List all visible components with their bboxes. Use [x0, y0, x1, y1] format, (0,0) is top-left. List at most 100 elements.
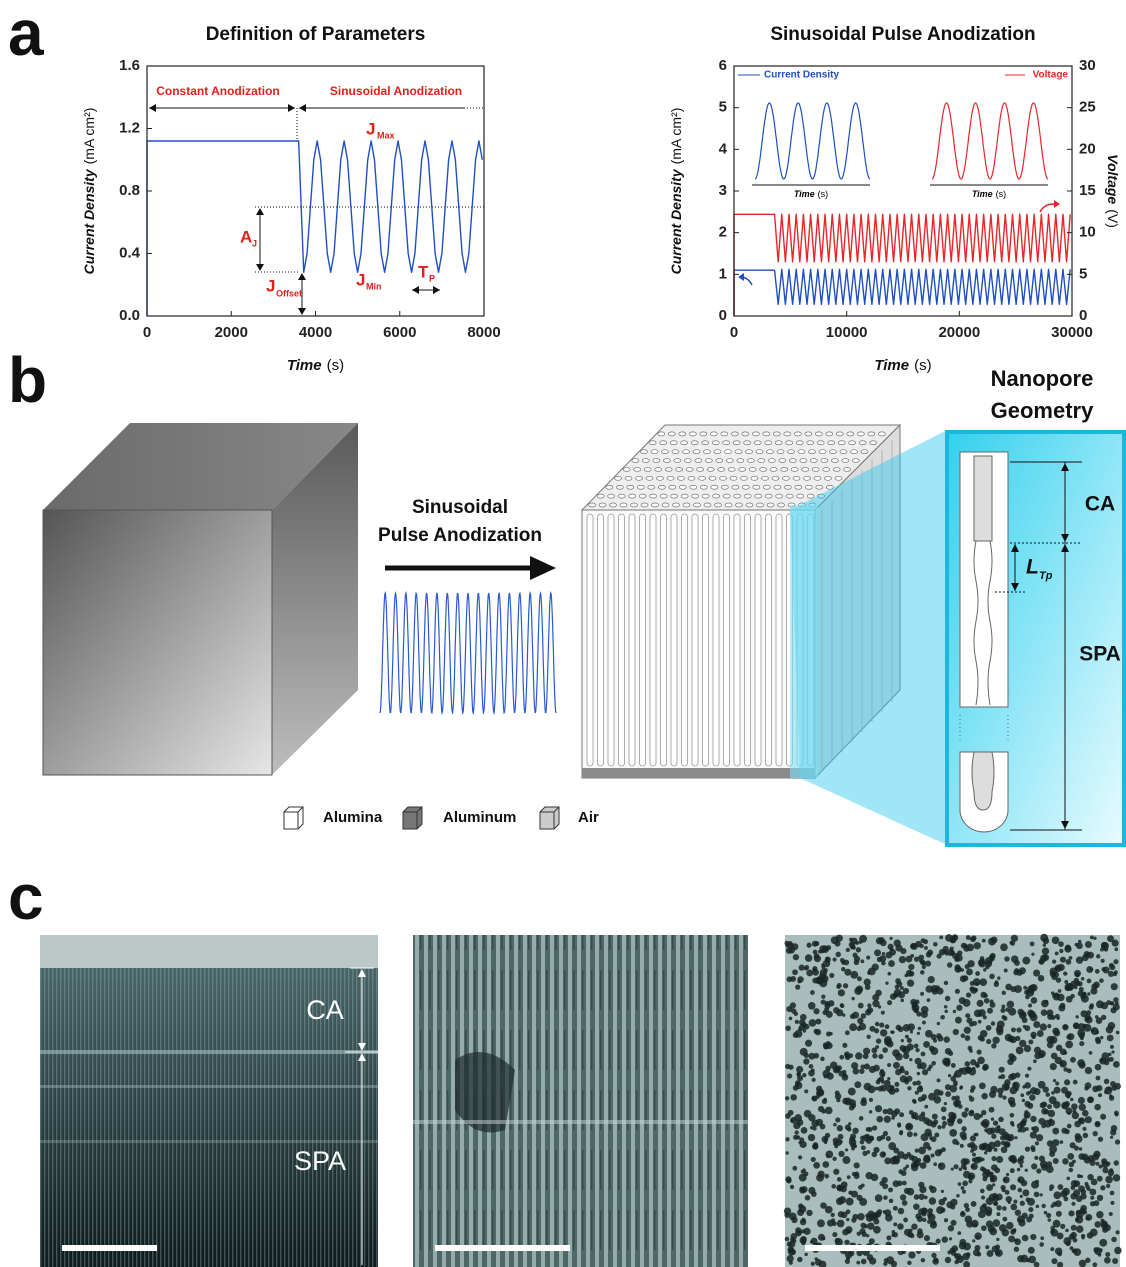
sem-pore: [795, 1230, 801, 1236]
pore-opening: [775, 441, 782, 445]
sem-pore: [926, 952, 932, 958]
y-tick-label: 0.8: [119, 182, 140, 199]
sem-pore: [875, 1194, 883, 1202]
pore-opening: [755, 494, 762, 498]
pore-opening: [805, 432, 812, 436]
sem-pore: [1011, 955, 1018, 962]
sem-pore: [970, 936, 976, 942]
sem-pore: [1010, 1073, 1017, 1080]
sem-pore: [1060, 1140, 1064, 1144]
sem-pore: [839, 1140, 843, 1144]
sem-pore: [1002, 991, 1006, 995]
sem-pore: [877, 1078, 881, 1082]
pore: [598, 514, 604, 766]
sem-pore: [924, 1235, 930, 1241]
sem-pore: [1116, 1230, 1120, 1234]
sem-pore: [887, 1000, 892, 1005]
sem-pore: [930, 1242, 933, 1245]
micrograph: [413, 935, 748, 1267]
sem-pore: [993, 1201, 998, 1206]
pore-opening: [767, 450, 774, 454]
sem-pore: [849, 1053, 854, 1058]
sem-pore: [970, 1059, 976, 1065]
pore-opening: [625, 476, 632, 480]
process-label: Pulse Anodization: [378, 525, 542, 546]
sem-pore: [859, 1116, 864, 1121]
panel-label: c: [8, 861, 44, 933]
sem-pore: [1110, 1201, 1114, 1205]
sem-pore: [861, 1259, 867, 1265]
sem-pore: [961, 1033, 966, 1038]
pore-opening: [726, 459, 733, 463]
pore-opening: [749, 467, 756, 471]
sem-pore: [833, 1169, 839, 1175]
sem-pore: [917, 1228, 923, 1234]
sem-pore: [1016, 1027, 1021, 1032]
sem-pore: [1102, 1227, 1108, 1233]
pore-opening: [713, 494, 720, 498]
sem-pore: [1071, 1103, 1078, 1110]
pore-opening: [830, 450, 837, 454]
sem-pore: [813, 1053, 819, 1059]
sem-pore: [929, 1185, 934, 1190]
sem-pore: [1056, 977, 1062, 983]
sem-pore: [1114, 1160, 1119, 1165]
sem-pore: [990, 999, 994, 1003]
sem-pore: [1090, 1196, 1094, 1200]
sem-pore: [860, 1064, 865, 1069]
sem-pore: [1031, 997, 1038, 1004]
axis-label: Current Density(mA cm²): [81, 108, 97, 275]
sem-pore: [825, 1107, 833, 1115]
sem-pore: [951, 1220, 957, 1226]
sem-pore: [1034, 1047, 1041, 1054]
sem-pore: [940, 1207, 945, 1212]
sem-pore: [1040, 1160, 1048, 1168]
sem-pore: [903, 988, 909, 994]
sem-pore: [962, 1181, 968, 1187]
sem-pore: [1075, 1218, 1079, 1222]
sem-pore: [855, 1052, 862, 1059]
pore-opening: [802, 467, 809, 471]
sem-pore: [956, 1194, 960, 1198]
sem-pore: [1002, 1217, 1007, 1222]
sem-pore: [850, 971, 858, 979]
pore-opening: [676, 467, 683, 471]
sem-pore: [1022, 957, 1030, 965]
label-text: Time: [794, 189, 815, 199]
sem-pore: [1078, 981, 1083, 986]
sem-pore: [900, 1194, 906, 1200]
sem-pore: [876, 1116, 883, 1123]
sem-pore: [961, 1126, 966, 1131]
sem-pore: [945, 1058, 951, 1064]
sem-pore: [845, 1030, 850, 1035]
sem-pore: [899, 1112, 904, 1117]
sem-pore: [793, 1085, 799, 1091]
sem-pore: [887, 1040, 894, 1047]
pore-opening: [789, 459, 796, 463]
sem-pore: [987, 1250, 994, 1257]
sem-pore: [1023, 986, 1027, 990]
pore-opening: [852, 459, 859, 463]
sem-pore: [978, 960, 986, 968]
sem-pore: [898, 1169, 903, 1174]
axis-arrow: [1054, 200, 1060, 208]
x-tick-label: 8000: [467, 324, 500, 341]
sem-pore: [1099, 1239, 1107, 1247]
sem-pore: [857, 1213, 864, 1220]
label-unit: (s): [327, 357, 345, 374]
sem-pore: [987, 1008, 993, 1014]
pore-opening: [762, 476, 769, 480]
sem-pore: [853, 953, 858, 958]
sem-pore: [865, 1009, 871, 1015]
pore-opening: [714, 450, 721, 454]
sem-pore: [1078, 991, 1084, 997]
sem-pore: [932, 1114, 938, 1120]
sem-pore: [944, 1010, 947, 1013]
y-tick-label: 2: [719, 224, 727, 241]
sem-pore: [1065, 1108, 1072, 1115]
sem-pore: [1006, 1173, 1009, 1176]
sem-pore: [1067, 1153, 1074, 1160]
pore-opening: [699, 476, 706, 480]
sem-pore: [786, 944, 790, 948]
sem-pore: [926, 1119, 933, 1126]
